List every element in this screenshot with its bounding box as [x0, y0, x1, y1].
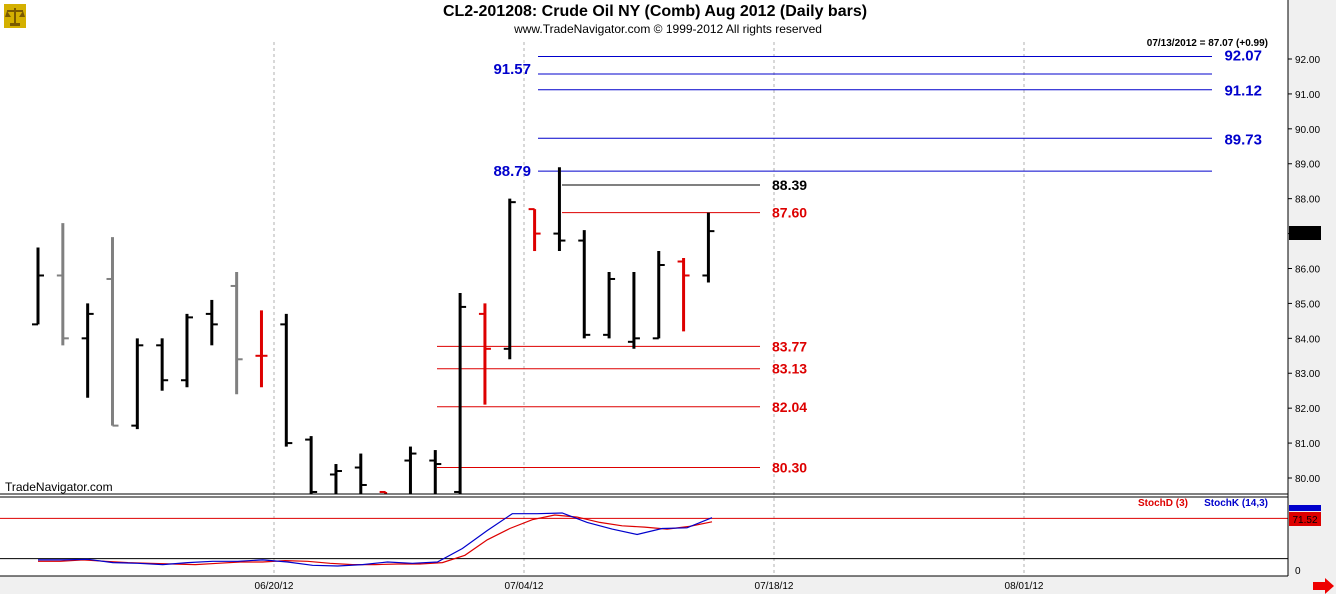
level-label: 82.04 [772, 399, 807, 415]
time-axis-panel [0, 576, 1336, 594]
ohlc-bar [81, 303, 94, 398]
ohlc-bar [106, 237, 119, 427]
date-tick-label: 07/04/12 [505, 581, 544, 592]
date-tick-label: 07/18/12 [755, 581, 794, 592]
ohlc-bar [603, 271, 616, 339]
ohlc-bar [205, 299, 218, 346]
ohlc-bar [553, 167, 566, 252]
ohlc-bar [627, 271, 640, 349]
date-tick-label: 06/20/12 [255, 581, 294, 592]
price-tick-label: 80.00 [1295, 474, 1320, 485]
ohlc-bar [578, 230, 591, 339]
stoch-value-tag: 71.52 [1289, 505, 1321, 526]
scroll-right-arrow-icon[interactable] [1313, 578, 1334, 594]
ohlc-bar [354, 453, 367, 494]
price-tick-label: 82.00 [1295, 404, 1320, 415]
ohlc-bar [180, 313, 193, 388]
price-tick-label: 89.00 [1295, 160, 1320, 171]
ohlc-bar [329, 464, 342, 494]
price-tick-label: 81.00 [1295, 439, 1320, 450]
ohlc-bar [503, 198, 516, 360]
grid-lines [273, 42, 1025, 576]
legend-stochk: StochK (14,3) [1204, 498, 1268, 509]
price-tick-label: 86.00 [1295, 264, 1320, 275]
level-label: 80.30 [772, 460, 807, 476]
last-price-value: 87.07 [1292, 229, 1317, 240]
axis-labels: 06/20/12 07/04/12 07/18/12 08/01/12 80.00 81.… [255, 55, 1321, 592]
ohlc-bar [131, 338, 144, 430]
ohlc-bar [32, 247, 44, 326]
stoch-tick-label: 0 [1295, 566, 1301, 577]
level-label: 83.13 [772, 361, 807, 377]
price-tick-label: 85.00 [1295, 299, 1320, 310]
ohlc-bar [528, 208, 541, 252]
last-price-note: 07/13/2012 = 87.07 (+0.99) [1147, 38, 1268, 49]
ohlc-bar [305, 436, 318, 494]
price-bars [32, 167, 715, 494]
logo-icon [4, 4, 26, 28]
ohlc-bar [677, 258, 690, 332]
level-label: 89.73 [1224, 131, 1262, 148]
ohlc-bar [478, 303, 491, 405]
ohlc-bar [454, 292, 467, 494]
ohlc-bar [652, 251, 665, 340]
watermark-label: TradeNavigator.com [5, 480, 113, 494]
price-tick-label: 84.00 [1295, 334, 1320, 345]
price-tick-label: 88.00 [1295, 195, 1320, 206]
price-tick-label: 91.00 [1295, 90, 1320, 101]
ohlc-bar [702, 212, 715, 283]
ohlc-bar [230, 271, 243, 395]
level-label: 91.57 [493, 61, 531, 78]
chart-title: CL2-201208: Crude Oil NY (Comb) Aug 2012… [443, 3, 867, 20]
level-lines: 92.07 91.57 91.12 89.73 88.79 88.39 87.60 83.77… [437, 48, 1262, 476]
level-label: 91.12 [1224, 83, 1262, 100]
legend-stochd: StochD (3) [1138, 498, 1188, 509]
ohlc-bar [255, 310, 268, 388]
price-axis-panel [1288, 0, 1336, 594]
stoch-series-line [38, 514, 713, 566]
level-label: 83.77 [772, 338, 807, 354]
last-price-tag: 87.07 [1289, 226, 1321, 240]
ohlc-bar [280, 313, 293, 447]
price-tick-label: 90.00 [1295, 125, 1320, 136]
level-label: 87.60 [772, 205, 807, 221]
level-label: 88.39 [772, 177, 807, 193]
ohlc-bar [429, 450, 442, 494]
stoch-series-line [38, 512, 713, 567]
ohlc-bar [404, 446, 417, 494]
stoch-value: 71.52 [1292, 515, 1317, 526]
level-label: 92.07 [1224, 48, 1262, 65]
copyright-notice: www.TradeNavigator.com © 1999-2012 All r… [513, 22, 822, 36]
date-tick-label: 08/01/12 [1005, 581, 1044, 592]
price-tick-label: 83.00 [1295, 369, 1320, 380]
stochastic-panel: StochD (3) StochK (14,3) 0 [0, 498, 1301, 577]
ohlc-bar [156, 338, 169, 391]
ohlc-bar [56, 223, 69, 346]
level-label: 88.79 [493, 163, 531, 180]
price-tick-label: 92.00 [1295, 55, 1320, 66]
